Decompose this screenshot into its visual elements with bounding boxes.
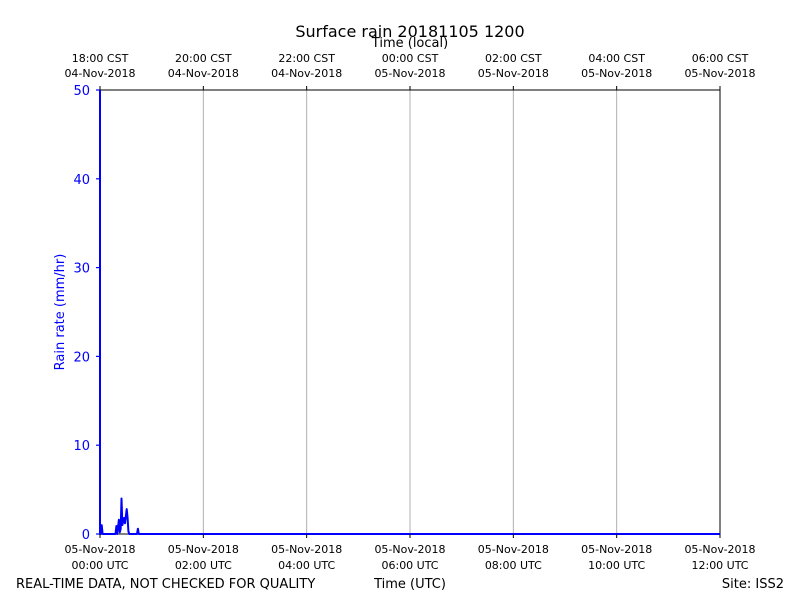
x-bottom-tick-time: 12:00 UTC [691,559,748,572]
x-top-tick-date: 05-Nov-2018 [374,67,445,80]
x-top-tick-date: 05-Nov-2018 [581,67,652,80]
x-top-tick-time: 04:00 CST [588,52,645,65]
x-bottom-tick-date: 05-Nov-2018 [168,543,239,556]
x-top-tick-time: 00:00 CST [382,52,439,65]
y-tick-label: 50 [73,84,90,99]
x-bottom-tick-time: 00:00 UTC [71,559,128,572]
rain-rate-series-line [99,90,720,535]
x-top-tick-date: 05-Nov-2018 [684,67,755,80]
y-tick-label: 20 [73,350,90,365]
x-top-tick-date: 04-Nov-2018 [271,67,342,80]
x-bottom-tick-date: 05-Nov-2018 [684,543,755,556]
grid-layer [202,90,618,534]
site-label: Site: ISS2 [722,577,784,592]
x-bottom-tick-date: 05-Nov-2018 [271,543,342,556]
x-bottom-tick-time: 06:00 UTC [381,559,438,572]
x-axis-bottom-ticks: 05-Nov-2018 00:00 UTC 05-Nov-2018 02:00 UTC… [64,534,756,572]
x-top-tick-date: 04-Nov-2018 [64,67,135,80]
quality-disclaimer: REAL-TIME DATA, NOT CHECKED FOR QUALITY [16,577,315,592]
x-top-tick-time: 02:00 CST [485,52,542,65]
x-bottom-tick-time: 04:00 UTC [278,559,335,572]
x-bottom-tick-date: 05-Nov-2018 [64,543,135,556]
x-top-tick-time: 20:00 CST [175,52,232,65]
x-bottom-tick-time: 10:00 UTC [588,559,645,572]
x-axis-label: Time (UTC) [373,577,446,592]
x-axis-top-ticks: 18:00 CST 04-Nov-2018 20:00 CST 04-Nov-2018… [64,52,756,90]
x-bottom-tick-date: 05-Nov-2018 [478,543,549,556]
y-tick-label: 10 [73,439,90,454]
chart-title: Surface rain 20181105 1200 [295,22,524,41]
x-bottom-tick-time: 02:00 UTC [175,559,232,572]
y-tick-label: 0 [82,528,90,543]
x-top-tick-date: 04-Nov-2018 [168,67,239,80]
y-tick-label: 30 [73,262,90,277]
y-tick-label: 40 [73,173,90,188]
x-bottom-tick-date: 05-Nov-2018 [581,543,652,556]
y-axis-ticks: 0 10 20 30 40 50 [73,84,100,543]
top-x-axis-label: Time (local) [371,36,448,51]
x-bottom-tick-time: 08:00 UTC [485,559,542,572]
x-bottom-tick-date: 05-Nov-2018 [374,543,445,556]
x-top-tick-time: 18:00 CST [72,52,129,65]
x-top-tick-date: 05-Nov-2018 [478,67,549,80]
x-top-tick-time: 22:00 CST [278,52,335,65]
y-axis-label: Rain rate (mm/hr) [53,254,68,371]
x-top-tick-time: 06:00 CST [692,52,749,65]
